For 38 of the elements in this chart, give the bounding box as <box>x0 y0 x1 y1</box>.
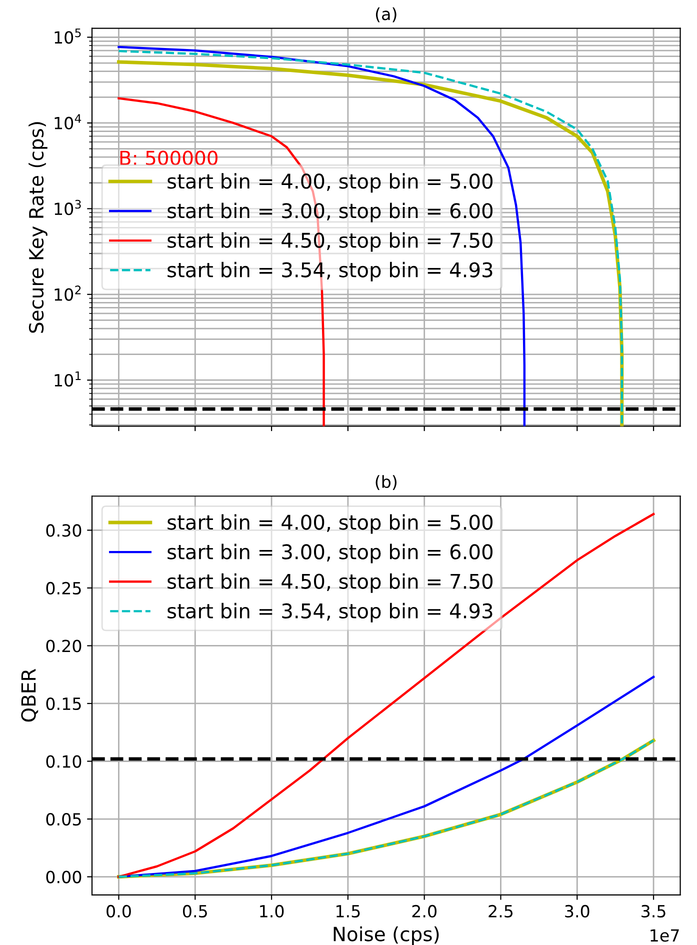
chart-title: (b) <box>376 475 396 490</box>
y-tick-label: 10$^{4}$ <box>54 114 82 130</box>
y-tick-label: 10$^{5}$ <box>54 28 81 44</box>
x-tick-label: 1.0 <box>260 904 284 918</box>
y-tick-label: 0.25 <box>46 582 81 595</box>
x-tick-label: 2.5 <box>488 904 513 918</box>
annotation: B: 500000 <box>120 150 218 166</box>
x-tick-label: 1.5 <box>336 905 360 918</box>
text: 1e7 <box>650 929 679 942</box>
x-tick-label: 3.5 <box>642 904 666 918</box>
y-tick-label: 10$^{3}$ <box>54 200 81 216</box>
legend-label: start bin = 3.54, stop bin = 4.93 <box>168 602 492 622</box>
y-tick-label: 10$^{1}$ <box>54 371 81 387</box>
chart-title: (a) <box>376 7 396 22</box>
line-series <box>118 512 655 878</box>
x-tick-label: 2.0 <box>412 904 436 918</box>
legend-label: start bin = 4.00, stop bin = 5.00 <box>168 173 493 193</box>
x-tick-label: 0.0 <box>106 904 131 918</box>
y-axis-title: QBER <box>21 668 38 722</box>
x-axis-title: Noise (cps) <box>334 926 439 945</box>
x-tick-label: 0.5 <box>182 904 207 918</box>
y-tick-label: 10$^{2}$ <box>54 286 81 301</box>
legend-label: start bin = 4.00, stop bin = 5.00 <box>168 514 493 534</box>
y-tick-label: 0.10 <box>46 755 82 768</box>
legend-label: start bin = 3.00, stop bin = 6.00 <box>168 544 493 564</box>
y-axis-title: Secure Key Rate (cps) <box>28 122 48 333</box>
legend-label: start bin = 4.50, stop bin = 7.50 <box>168 232 493 252</box>
y-tick-label: 0.30 <box>46 524 82 537</box>
y-tick-label: 0.20 <box>46 640 82 652</box>
legend-label: start bin = 3.00, stop bin = 6.00 <box>168 202 493 222</box>
line-series <box>118 46 526 426</box>
legend-label: start bin = 3.54, stop bin = 4.93 <box>168 262 492 282</box>
y-tick-label: 0.05 <box>46 812 81 826</box>
x-tick-label: 3.0 <box>565 904 590 918</box>
y-tick-label: 0.00 <box>46 870 82 884</box>
line-series <box>118 676 655 878</box>
y-tick-label: 0.15 <box>46 697 81 710</box>
legend-label: start bin = 4.50, stop bin = 7.50 <box>168 573 493 593</box>
